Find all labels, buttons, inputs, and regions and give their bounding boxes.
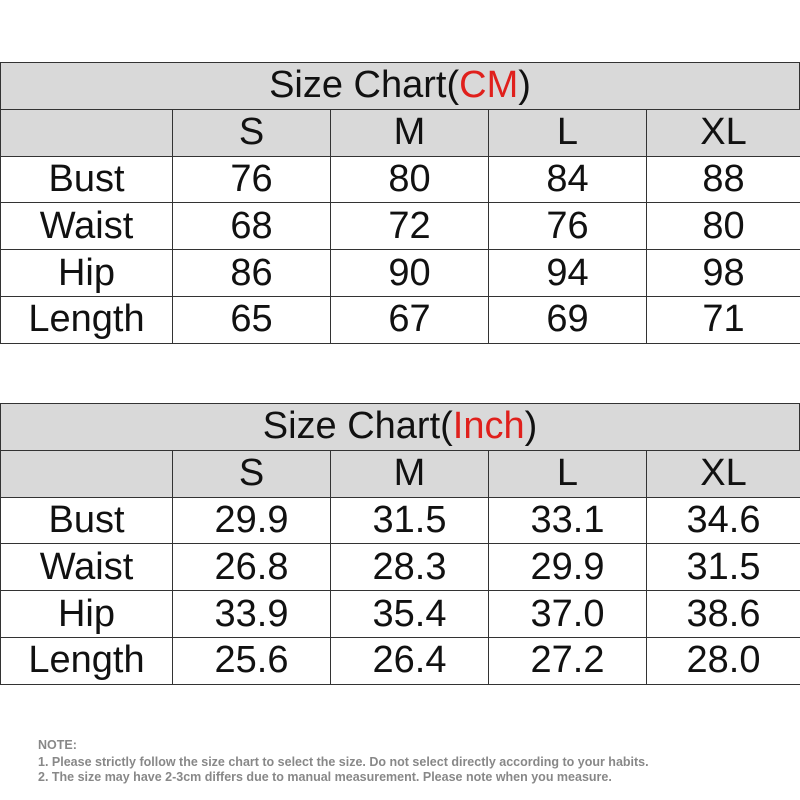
header-cell: XL: [646, 108, 800, 157]
table-cell: 26.4: [330, 637, 489, 685]
note-heading: NOTE:: [38, 738, 77, 752]
row-label: Bust: [0, 155, 173, 204]
table-cell: 76: [172, 155, 331, 204]
row-label: Length: [0, 296, 173, 344]
table-cell: 29.9: [172, 496, 331, 545]
table-cell: 80: [330, 155, 489, 204]
table-cell: 38.6: [646, 590, 800, 638]
table-cell: 69: [488, 296, 647, 344]
row-label: Bust: [0, 496, 173, 545]
table-cell: 29.9: [488, 543, 647, 592]
header-cell: XL: [646, 449, 800, 498]
header-cell: L: [488, 449, 647, 498]
table-cell: 86: [172, 249, 331, 297]
table-cell: 90: [330, 249, 489, 297]
table-cell: 33.9: [172, 590, 331, 638]
header-cell: L: [488, 108, 647, 157]
table-cell: 28.0: [646, 637, 800, 685]
table-cell: 76: [488, 202, 647, 251]
table-cell: 37.0: [488, 590, 647, 638]
table-cell: 25.6: [172, 637, 331, 685]
row-label: Waist: [0, 543, 173, 592]
header-cell: [0, 108, 173, 157]
row-label: Hip: [0, 590, 173, 638]
row-label: Waist: [0, 202, 173, 251]
note-item: 1. Please strictly follow the size chart…: [38, 755, 649, 769]
row-label: Length: [0, 637, 173, 685]
table-cell: 71: [646, 296, 800, 344]
table-cell: 72: [330, 202, 489, 251]
table-cell: 65: [172, 296, 331, 344]
header-cell: M: [330, 449, 489, 498]
table-cell: 31.5: [646, 543, 800, 592]
note-item: 2. The size may have 2-3cm differs due t…: [38, 770, 612, 784]
table-cell: 84: [488, 155, 647, 204]
title-unit: CM: [459, 64, 519, 107]
table-title: Size Chart(Inch): [0, 403, 800, 451]
table-cell: 67: [330, 296, 489, 344]
table-cell: 88: [646, 155, 800, 204]
header-cell: S: [172, 108, 331, 157]
table-cell: 35.4: [330, 590, 489, 638]
table-cell: 33.1: [488, 496, 647, 545]
title-text: ): [524, 405, 538, 448]
table-cell: 26.8: [172, 543, 331, 592]
header-cell: M: [330, 108, 489, 157]
table-cell: 94: [488, 249, 647, 297]
table-cell: 98: [646, 249, 800, 297]
table-cell: 31.5: [330, 496, 489, 545]
row-label: Hip: [0, 249, 173, 297]
table-cell: 80: [646, 202, 800, 251]
table-title: Size Chart(CM): [0, 62, 800, 110]
header-cell: S: [172, 449, 331, 498]
table-cell: 34.6: [646, 496, 800, 545]
title-text: ): [518, 64, 531, 107]
table-cell: 28.3: [330, 543, 489, 592]
table-cell: 27.2: [488, 637, 647, 685]
header-cell: [0, 449, 173, 498]
title-text: Size Chart(: [262, 405, 453, 448]
table-cell: 68: [172, 202, 331, 251]
title-unit: Inch: [452, 405, 525, 448]
title-text: Size Chart(: [269, 64, 460, 107]
